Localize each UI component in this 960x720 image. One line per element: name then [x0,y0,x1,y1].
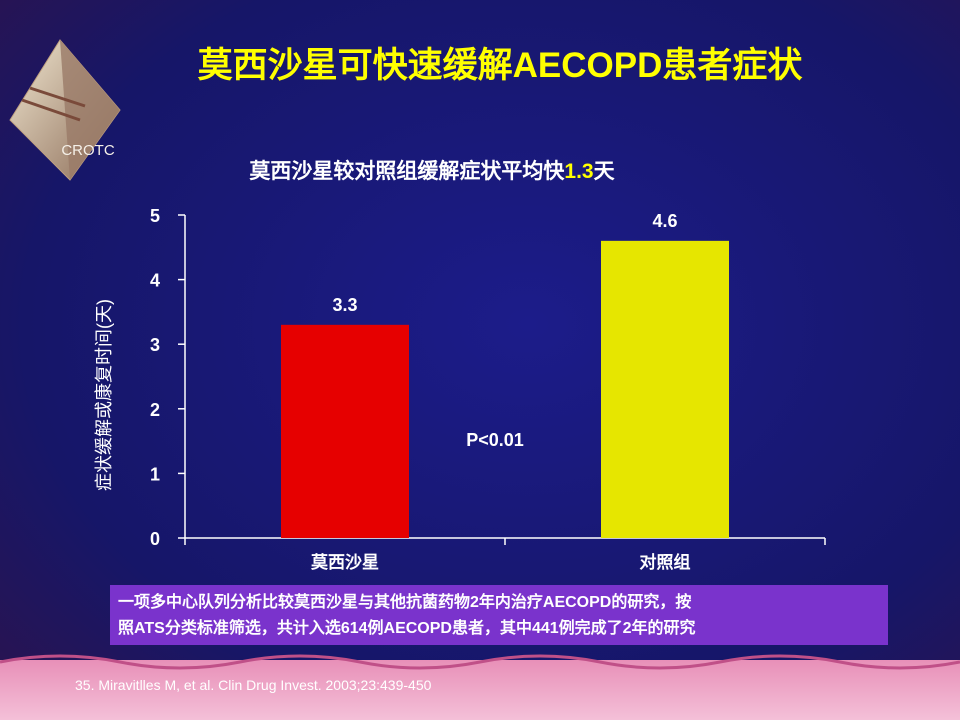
note-box [110,585,888,645]
y-tick-label: 0 [150,529,160,549]
logo-text: CROTC [61,142,114,159]
y-axis-label: 症状缓解或康复时间(天) [94,299,114,491]
annotation: P<0.01 [466,430,524,450]
strip-border [0,654,960,670]
logo: CROTC [9,39,121,181]
y-tick-label: 3 [150,335,160,355]
bar [601,240,729,538]
x-tick-label: 莫西沙星 [310,553,379,572]
note-line: 一项多中心队列分析比较莫西沙星与其他抗菌药物2年内治疗AECOPD的研究，按 [118,592,691,611]
citation: 35. Miravitlles M, et al. Clin Drug Inve… [75,677,432,693]
bar-shade [281,325,409,538]
chart-subtitle: 莫西沙星较对照组缓解症状平均快1.3天 [248,159,615,183]
pyramid-side [60,40,120,180]
y-tick-label: 2 [150,400,160,420]
bar-shade [601,241,729,538]
subtitle-part: 天 [594,160,616,183]
bar [281,324,409,538]
subtitle-part: 莫西沙星较对照组缓解症状平均快 [248,159,565,183]
slide-title: 莫西沙星可快速缓解AECOPD患者症状 [198,46,804,85]
chart: 0 1 2 3 4 5 莫西沙星 3.3 对照组 4.6 P<0.01 [150,206,826,572]
y-tick-label: 5 [150,206,160,226]
y-tick-label: 4 [150,271,160,291]
note-line: 照ATS分类标准筛选，共计入选614例AECOPD患者，其中441例完成了2年的… [118,618,696,637]
y-tick-label: 1 [150,464,160,484]
pyramid-stripe [21,98,81,122]
x-tick-label: 对照组 [640,552,691,572]
value-label: 3.3 [332,295,357,315]
bottom-strip [0,660,960,720]
pyramid-stripe [29,86,86,108]
value-label: 4.6 [652,211,677,231]
subtitle-highlight: 1.3 [564,160,593,183]
